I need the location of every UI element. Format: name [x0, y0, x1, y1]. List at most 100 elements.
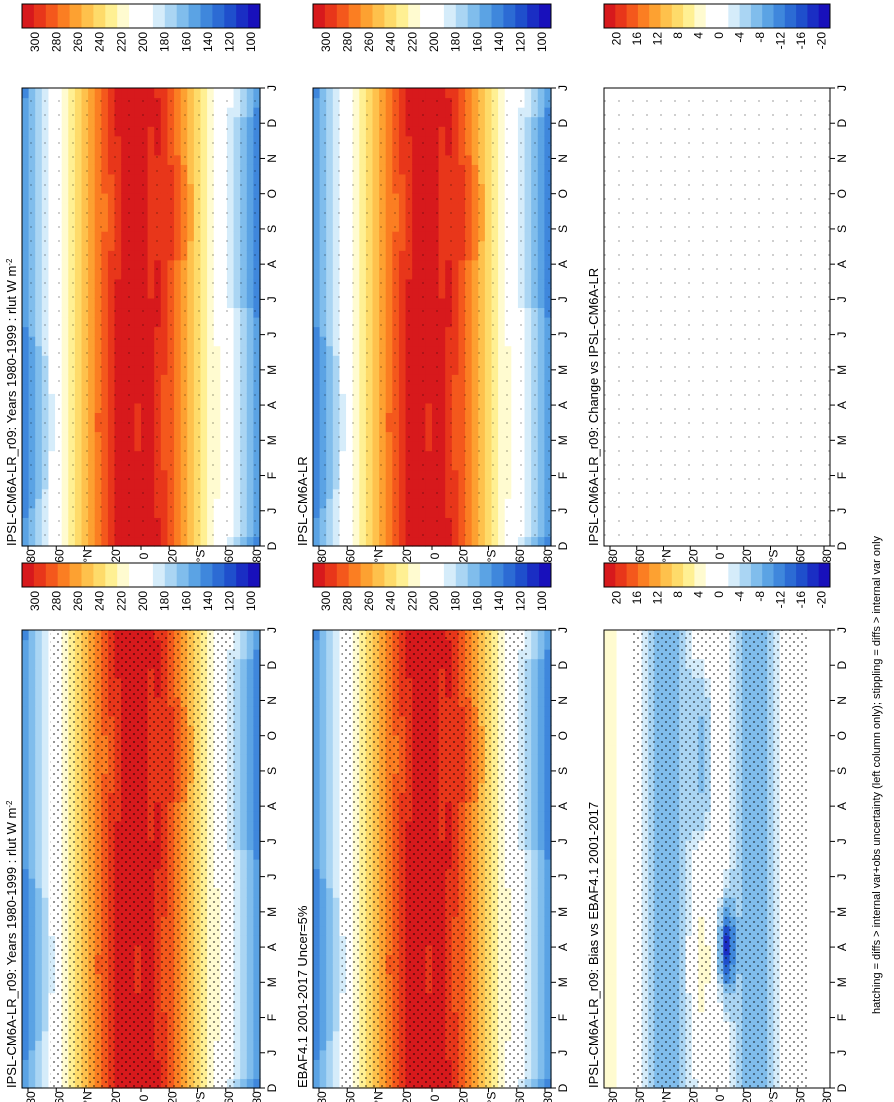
month-tick-label: J: [265, 874, 279, 880]
heatmap-cell: [313, 706, 321, 717]
heatmap-cell: [253, 687, 261, 698]
heatmap-cell: [240, 658, 248, 669]
heatmap-cell: [313, 887, 321, 898]
heatmap-cell: [35, 1002, 43, 1013]
heatmap-cell: [233, 630, 241, 641]
month-tick-label: N: [265, 696, 279, 705]
heatmap-cell: [253, 668, 261, 679]
heatmap-cell: [332, 839, 341, 851]
heatmap-cell: [313, 715, 321, 727]
heatmap-cell: [22, 916, 30, 927]
heatmap-cell: [28, 696, 36, 707]
heatmap-cell: [240, 754, 248, 765]
heatmap-cell: [246, 839, 254, 851]
heatmap-cell: [28, 944, 36, 956]
heatmap-cell: [253, 1078, 261, 1089]
heatmap-cell: [28, 878, 36, 889]
heatmap-cell: [253, 744, 261, 755]
heatmap-cell: [253, 944, 261, 956]
month-tick-label: F: [265, 1014, 279, 1021]
month-tick-label: O: [265, 731, 279, 740]
heatmap-cell: [240, 1078, 248, 1089]
heatmap-cell: [313, 973, 321, 984]
heatmap-cell: [233, 744, 241, 755]
heatmap-cell: [253, 1059, 261, 1070]
heatmap-cell: [246, 1078, 254, 1089]
colorbar-label: 280: [49, 32, 63, 52]
heatmap-cell: [319, 1030, 327, 1041]
heatmap-cell: [28, 1049, 36, 1060]
heatmap-cell: [22, 973, 30, 984]
heatmap-cell: [35, 649, 43, 660]
heatmap-cell: [240, 963, 248, 975]
heatmap-cell: [41, 897, 50, 908]
heatmap-cell: [326, 782, 334, 793]
month-tick-label: M: [265, 977, 279, 987]
heatmap-cell: [233, 897, 241, 908]
heatmap-cell: [35, 792, 43, 803]
heatmap-cell: [35, 849, 43, 860]
heatmap-cell: [313, 782, 321, 793]
heatmap-cell: [253, 1049, 261, 1060]
heatmap-cell: [313, 696, 321, 707]
colorbar-swatch: [129, 4, 142, 28]
colorbar-label: 160: [179, 591, 193, 611]
heatmap-cell: [313, 944, 321, 956]
heatmap-cell: [35, 1040, 43, 1051]
heatmap-cell: [22, 925, 30, 936]
heatmap-cell: [240, 639, 248, 650]
heatmap-cell: [233, 906, 241, 917]
heatmap-cell: [233, 973, 241, 984]
colorbar-swatch: [200, 563, 213, 587]
heatmap-cell: [233, 859, 241, 870]
heatmap-cell: [253, 916, 261, 927]
heatmap-cell: [240, 973, 248, 984]
heatmap-cell: [313, 1021, 321, 1032]
colorbar-swatch: [69, 563, 82, 587]
heatmap-cell: [22, 1078, 30, 1089]
heatmap-cell: [246, 1059, 254, 1070]
heatmap-cell: [319, 639, 327, 650]
heatmap-cell: [246, 1011, 254, 1022]
heatmap-cell: [246, 887, 254, 898]
heatmap-cell: [240, 1021, 248, 1032]
heatmap-cell: [313, 801, 321, 812]
colorbar-swatch: [22, 4, 35, 28]
heatmap-cell: [28, 1021, 36, 1032]
lat-tick-label: 60: [52, 1091, 66, 1102]
heatmap-cell: [246, 935, 254, 946]
heatmap-cell: [332, 1049, 341, 1060]
heatmap-cell: [253, 782, 261, 793]
heatmap-cell: [313, 725, 321, 736]
heatmap-cell: [233, 782, 241, 793]
heatmap-cell: [253, 963, 261, 975]
heatmap-cell: [35, 696, 43, 707]
heatmap-cell: [41, 820, 50, 831]
heatmap-cell: [253, 1011, 261, 1022]
heatmap-cell: [326, 763, 334, 774]
heatmap-cell: [35, 830, 43, 841]
heatmap-cell: [319, 878, 327, 889]
heatmap-cell: [326, 811, 334, 822]
heatmap-cell: [253, 725, 261, 736]
heatmap-cell: [240, 983, 248, 994]
heatmap-cell: [326, 1030, 334, 1041]
colorbar-label: 220: [114, 591, 128, 611]
lat-tick-label: 0: [137, 552, 151, 559]
heatmap-cell: [22, 1011, 30, 1022]
heatmap-cell: [253, 1040, 261, 1051]
heatmap-cell: [35, 1078, 43, 1089]
heatmap-cell: [233, 820, 241, 831]
heatmap-cell: [28, 830, 36, 841]
colorbar-label: 280: [49, 591, 63, 611]
heatmap-cell: [326, 935, 334, 946]
heatmap-cell: [240, 859, 248, 870]
heatmap-cell: [332, 1040, 341, 1051]
colorbar: 300 280 260 240 220 200 180 160 140 120 100: [21, 3, 261, 52]
heatmap-cell: [240, 630, 248, 641]
heatmap-cell: [326, 983, 334, 994]
heatmap-cell: [253, 792, 261, 803]
heatmap-cell: [332, 992, 341, 1003]
colorbar-swatch: [93, 563, 106, 587]
stippling: [22, 88, 260, 546]
